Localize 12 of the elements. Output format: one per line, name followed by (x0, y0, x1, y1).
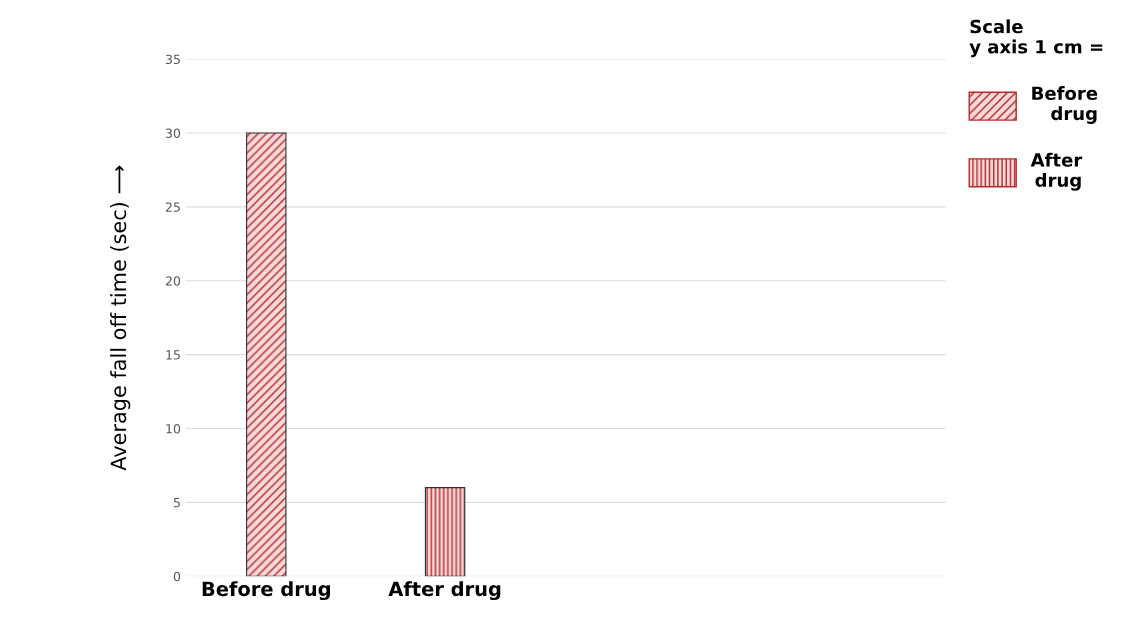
y-tick-label: 30 (165, 128, 181, 138)
y-tick-label: 15 (166, 350, 180, 360)
y-tick-label: 5 (173, 498, 180, 508)
y-tick-label: 10 (166, 424, 181, 434)
legend-label: After drug (1030, 152, 1083, 191)
y-tick-label: 0 (173, 571, 181, 582)
y-axis-title: Average fall off time (sec) ⟶ (110, 165, 131, 471)
y-tick-label: 25 (165, 202, 180, 212)
y-tick-label: 20 (165, 276, 181, 286)
legend-title: Scale y axis 1 cm = (969, 19, 1103, 58)
legend-label: Before drug (1032, 86, 1098, 124)
y-tick-label: 35 (165, 54, 180, 65)
